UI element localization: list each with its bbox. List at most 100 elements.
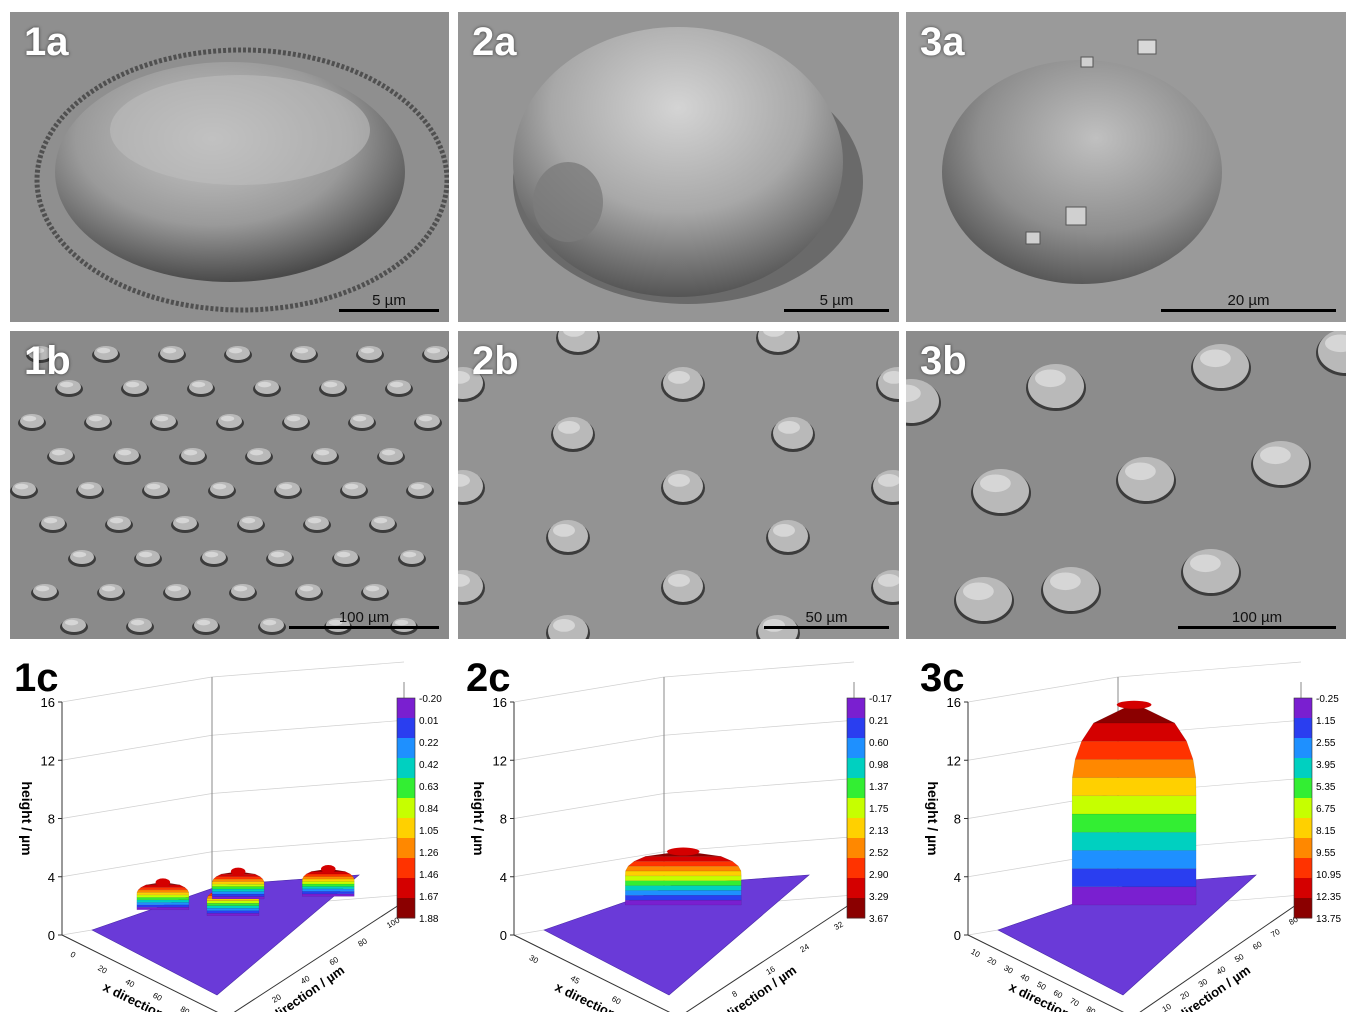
droplet [556,331,600,355]
z-tick-label: 12 [493,753,507,768]
droplet [1181,549,1241,596]
x-axis [513,934,671,1012]
surface-dome [211,867,265,900]
droplet [245,448,273,465]
sem-image-3b [906,331,1346,639]
droplet [224,346,252,363]
z-tick-label: 16 [947,695,961,710]
droplet [369,516,397,533]
scale-bar-line [784,309,889,312]
panel-label: 3a [920,20,965,64]
droplet [546,520,590,555]
droplet [97,584,125,601]
droplet [39,516,67,533]
y-tick-label: 8 [731,989,740,999]
droplet [47,448,75,465]
droplet [551,417,595,452]
x-axis-title: x direction / µm [553,979,646,1012]
colorbar-tick-label: 3.29 [869,892,889,903]
droplet [187,380,215,397]
surface-plot-2c: 04812163045607508162432height / µmx dire… [452,650,899,1012]
droplet [142,482,170,499]
sem-image-3a [906,12,1346,322]
scale-bar: 100 µm [1178,610,1336,629]
scale-bar-text: 20 µm [1227,292,1270,309]
droplet [55,380,83,397]
droplet [10,482,38,499]
colorbar-tick-label: 2.90 [869,870,889,881]
droplet [422,346,449,363]
colorbar-tick-label: 3.67 [869,914,889,925]
surface-plot-svg: 0481216020406080100020406080100height / … [19,661,442,1012]
colorbar-tick-label: 9.55 [1316,848,1336,859]
panel-label: 3b [920,339,967,383]
y-axis-title: y direction / µm [1166,962,1253,1012]
colorbar: -0.17 0.21 0.60 0.98 1.37 1.75 2.13 2.52 2.90 3.2… [846,694,892,925]
droplet [258,618,286,635]
scale-bar: 50 µm [764,610,889,629]
colorbar-tick-label: 0.63 [419,782,439,793]
droplet [546,615,590,639]
droplet [340,482,368,499]
x-axis [967,934,1125,1012]
y-tick-label: 80 [357,936,370,949]
z-tick-label: 4 [954,870,961,885]
scale-bar-line [339,309,439,312]
z-tick-label: 16 [493,695,507,710]
sem-image-1a [10,12,449,322]
y-tick-label: 10 [1161,1002,1174,1012]
scale-bar-text: 100 µm [338,609,390,626]
scale-bar-line [1178,626,1336,629]
colorbar-tick-label: 0.84 [419,804,439,815]
droplet [1251,441,1311,488]
panel-label: 1c [14,656,59,700]
y-axis [233,904,400,1012]
droplet [414,414,442,431]
droplet [150,414,178,431]
panel-label: 3c [920,656,965,700]
colorbar-tick-label: 1.05 [419,826,439,837]
droplet [237,516,265,533]
droplet [871,470,899,505]
colorbar-tick-label: 8.15 [1316,826,1336,837]
droplet [26,346,54,363]
scale-bar-line [289,626,439,629]
droplet [398,550,426,567]
colorbar-tick-label: 0.42 [419,760,439,771]
droplet [661,367,705,402]
colorbar-tick-label: 1.67 [419,892,439,903]
panel-label: 1b [24,339,71,383]
z-tick-label: 8 [954,812,961,827]
droplet [406,482,434,499]
sem-panel-3b: 3b 100 µm [906,331,1346,639]
surface-dome [301,865,355,897]
scale-bar: 20 µm [1161,293,1336,312]
colorbar-tick-label: 0.21 [869,716,889,727]
sem-image-1b [10,331,449,639]
colorbar-tick-label: 0.60 [869,738,889,749]
scale-bar: 5 µm [784,293,889,312]
x-tick-label: 20 [96,963,109,976]
droplet [266,550,294,567]
droplet [18,414,46,431]
z-tick-label: 8 [500,812,507,827]
droplet [274,482,302,499]
droplet [76,482,104,499]
colorbar-tick-label: 0.01 [419,716,439,727]
x-tick-label: 0 [69,950,78,960]
colorbar-tick-label: 2.55 [1316,738,1336,749]
surface-dome [624,847,742,906]
droplet [871,570,899,605]
droplet [84,414,112,431]
z-tick-label: 12 [41,753,55,768]
z-axis-title: height / µm [925,781,941,855]
sem-image-2b [458,331,899,639]
droplet [971,469,1031,516]
colorbar-tick-label: -0.25 [1316,694,1339,705]
z-axis-title: height / µm [471,781,487,855]
droplet [377,448,405,465]
colorbar-tick-label: -0.20 [419,694,442,705]
x-tick-label: 80 [179,1004,192,1012]
z-tick-label: 16 [41,695,55,710]
droplet [458,470,485,505]
